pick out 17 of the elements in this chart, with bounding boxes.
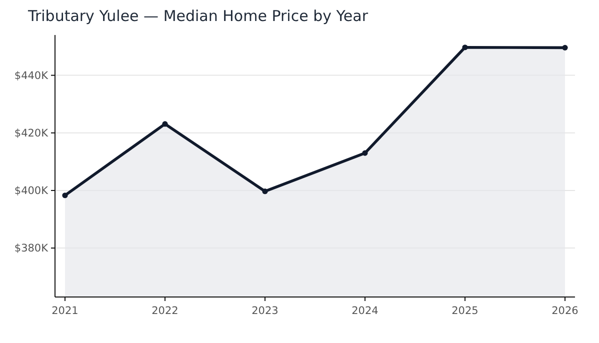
y-tick-label: $420K	[14, 128, 50, 140]
x-tick-label: 2022	[152, 305, 178, 317]
chart-title: Tributary Yulee — Median Home Price by Year	[27, 7, 369, 25]
point	[562, 44, 568, 50]
point	[162, 121, 168, 127]
x-tick-label: 2026	[552, 305, 579, 317]
x-tick-label: 2023	[252, 305, 278, 317]
x-tick-label: 2021	[52, 305, 78, 317]
x-tick-label: 2024	[352, 305, 379, 317]
y-tick-label: $380K	[14, 242, 50, 255]
y-tick-label: $400K	[14, 185, 50, 198]
point	[262, 188, 268, 194]
x-tick-label: 2025	[452, 305, 478, 317]
point	[362, 150, 368, 156]
y-tick-label: $440K	[14, 70, 50, 82]
point	[462, 44, 468, 50]
point	[62, 192, 68, 198]
